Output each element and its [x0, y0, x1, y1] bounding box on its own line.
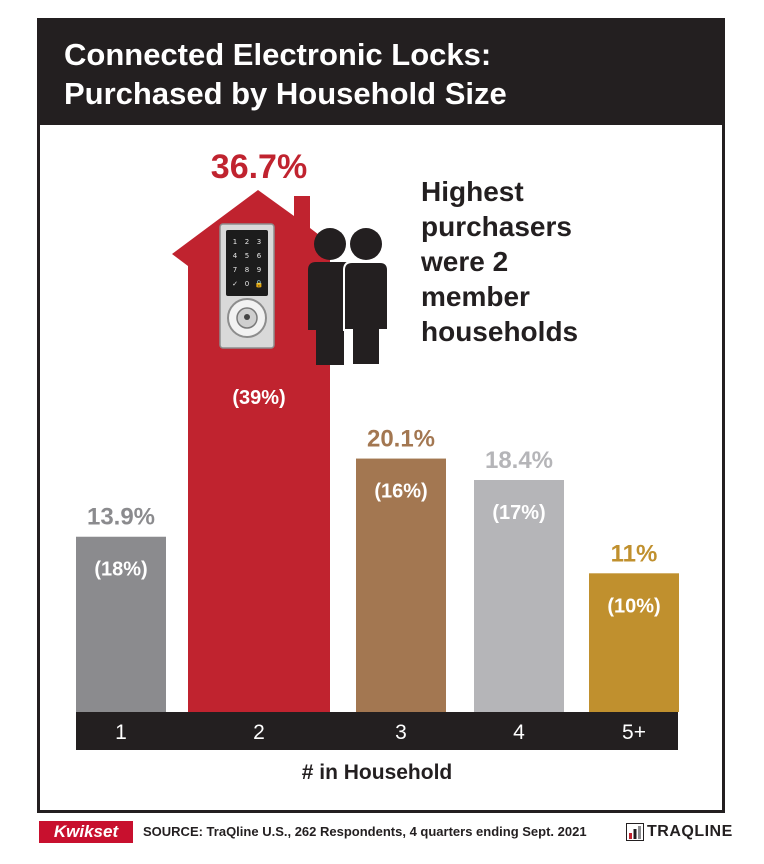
chart-title: Connected Electronic Locks: Purchased by… [64, 35, 704, 113]
bar-4 [474, 480, 564, 712]
house-lock-icon: 1 2 3 4 5 6 7 8 9 ✓ 0 🔒 [172, 190, 336, 368]
person-1-head [314, 228, 346, 260]
x-axis-band [76, 712, 678, 750]
x-tick-label-3: 3 [395, 721, 407, 744]
share-label-5: (10%) [607, 595, 660, 617]
keypad-key: 9 [257, 266, 261, 274]
callout-line-3: were 2 [421, 246, 509, 277]
title-banner: Connected Electronic Locks: Purchased by… [40, 21, 722, 125]
keypad-key: 8 [245, 266, 249, 274]
value-label-4: 18.4% [485, 447, 553, 474]
keypad-key: 1 [233, 238, 237, 246]
kwikset-logo: Kwikset [39, 821, 133, 843]
keypad-key: 6 [257, 252, 262, 260]
traqline-logo: TRAQLINE [626, 820, 733, 844]
callout-line-1: Highest [421, 176, 524, 207]
callout-line-5: households [421, 316, 579, 347]
bar-5 [589, 573, 679, 712]
x-tick-labels: 1 2 3 4 5+ [115, 721, 646, 744]
keyhole [244, 314, 250, 320]
callout-text: Highest purchasers were 2 member househo… [421, 174, 641, 349]
share-label-1: (18%) [94, 559, 147, 581]
share-label-2: (39%) [232, 387, 285, 409]
person-1-body [308, 262, 352, 365]
keypad-key: 🔒 [255, 280, 264, 288]
bar-1 [76, 536, 166, 712]
footer: Kwikset SOURCE: TraQline U.S., 262 Respo… [0, 818, 764, 848]
share-label-4: (17%) [492, 502, 545, 524]
person-2-head [350, 228, 382, 260]
bar-3 [356, 458, 446, 712]
share-label-3: (16%) [374, 481, 427, 503]
keypad-key: 7 [233, 266, 237, 274]
callout-line-2: purchasers [421, 211, 572, 242]
source-note: SOURCE: TraQline U.S., 262 Respondents, … [143, 824, 587, 839]
value-label-5: 11% [611, 540, 658, 567]
x-tick-label-2: 2 [253, 721, 265, 744]
traqline-logo-text: TRAQLINE [647, 823, 733, 840]
x-tick-label-1: 1 [115, 721, 127, 744]
person-2-body [343, 261, 389, 366]
value-label-1: 13.9% [87, 504, 155, 531]
x-axis-label: # in Household [302, 761, 453, 784]
chart-title-line-1: Connected Electronic Locks: [64, 37, 492, 72]
keypad-key: 5 [245, 252, 249, 260]
keypad-key: ✓ [232, 280, 238, 288]
chart-title-line-2: Purchased by Household Size [64, 76, 507, 111]
keypad-key: 0 [245, 280, 249, 288]
keypad-key: 4 [233, 252, 238, 260]
keypad-key: 2 [245, 238, 249, 246]
traqline-chart-icon [626, 823, 644, 841]
lock-keypad: 1 2 3 4 5 6 7 8 9 ✓ 0 🔒 [232, 238, 263, 288]
callout-line-4: member [421, 281, 530, 312]
keypad-key: 3 [257, 238, 261, 246]
two-people-icon [308, 228, 389, 366]
lock-keypad-screen [226, 230, 268, 296]
value-label-2: 36.7% [211, 148, 307, 186]
x-tick-label-4: 4 [513, 721, 525, 744]
x-tick-label-5: 5+ [622, 721, 646, 744]
value-labels-layer: 13.9% (18%) 36.7% (39%) 20.1% (16%) 18.4% (17%)… [87, 148, 661, 617]
value-label-3: 20.1% [367, 426, 435, 453]
